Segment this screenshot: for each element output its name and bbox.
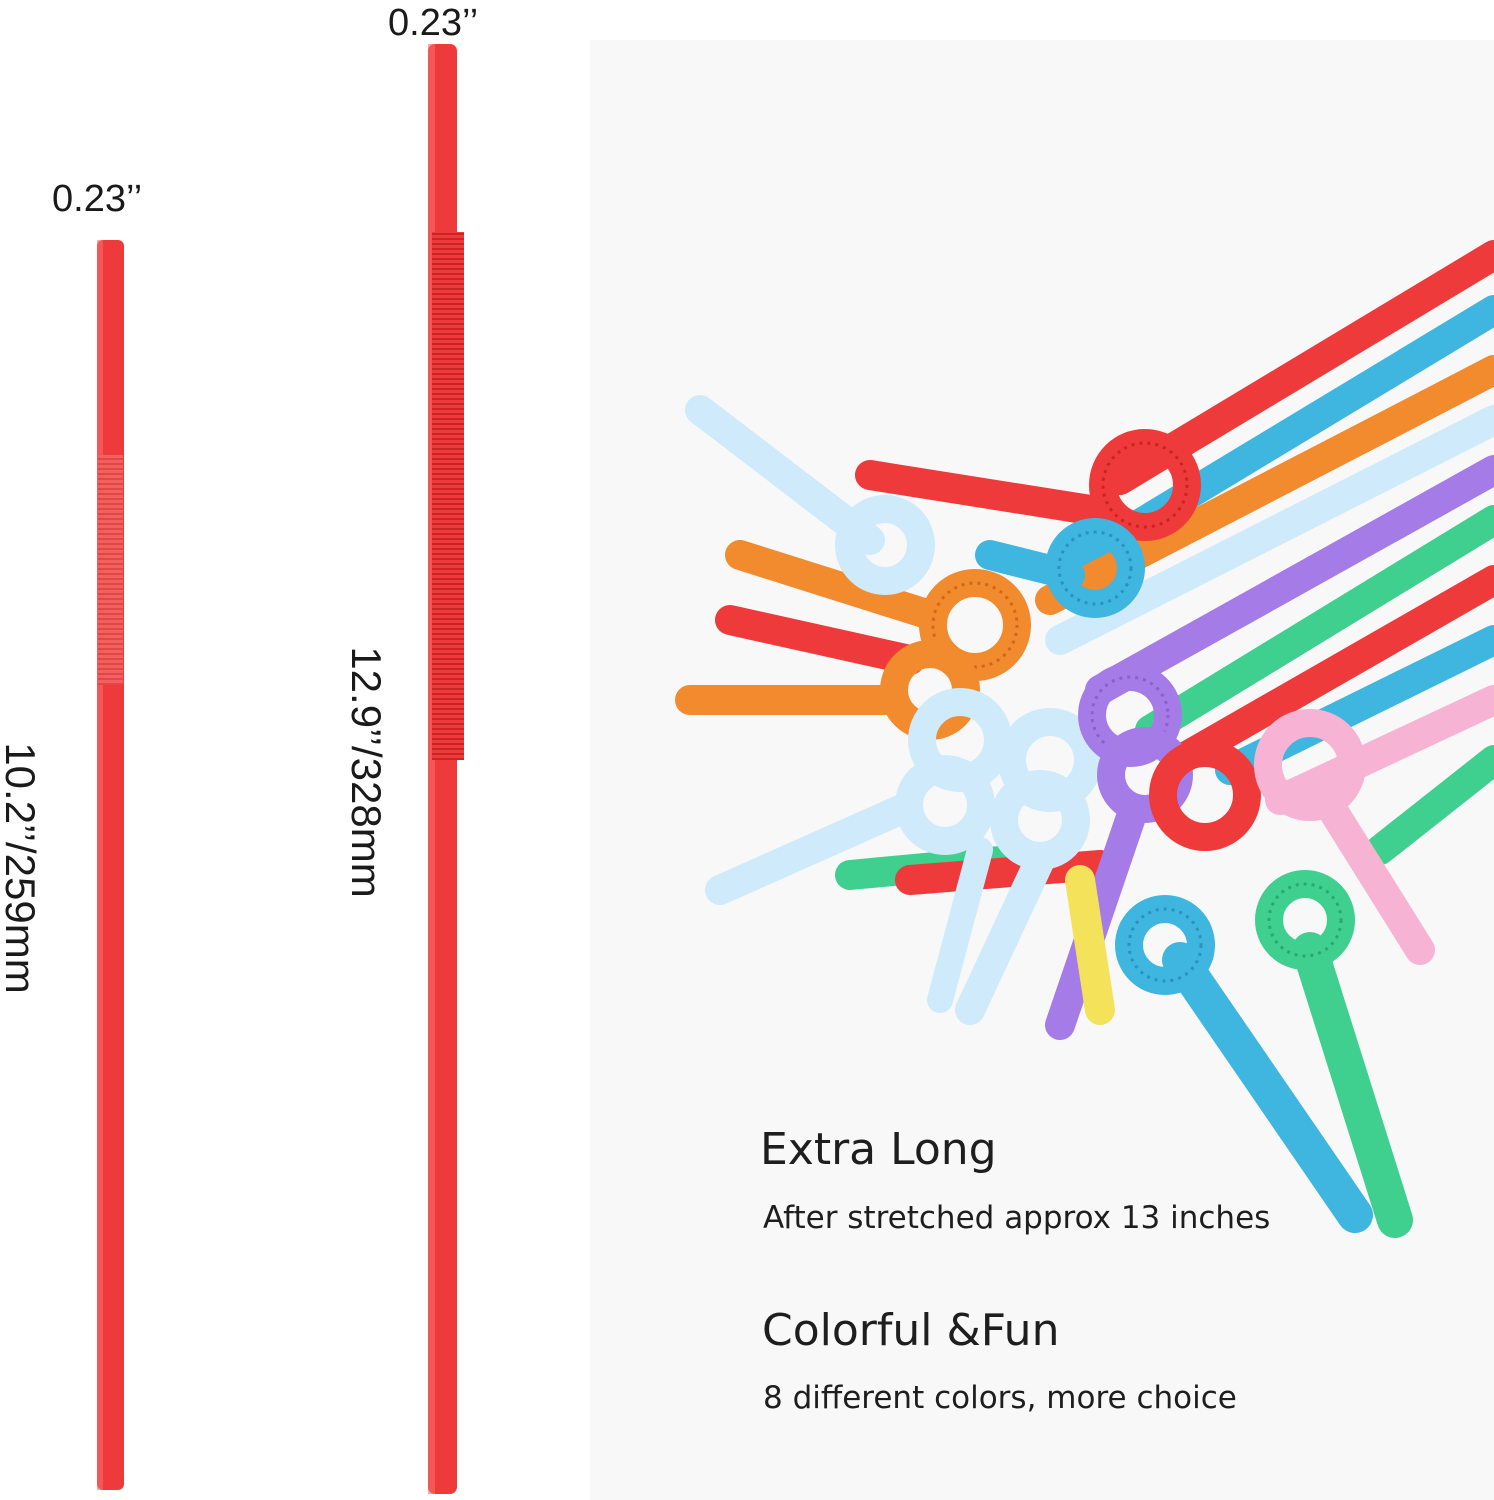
- feature-description-extra-long: After stretched approx 13 inches: [763, 1200, 1271, 1236]
- short-straw-diameter-label: 0.23’’: [52, 178, 143, 220]
- long-red-straw: [428, 44, 464, 1494]
- long-straw-diameter-label: 0.23’’: [388, 2, 479, 44]
- feature-title-colorful: Colorful &Fun: [762, 1305, 1060, 1356]
- short-red-straw: [97, 240, 124, 1490]
- straw-knots: [835, 429, 1366, 995]
- feature-description-colorful: 8 different colors, more choice: [763, 1380, 1237, 1416]
- feature-title-extra-long: Extra Long: [760, 1124, 997, 1175]
- short-straw-length-label: 10.2’’/259mm: [0, 742, 44, 994]
- long-straw-length-label: 12.9’’/328mm: [343, 646, 390, 898]
